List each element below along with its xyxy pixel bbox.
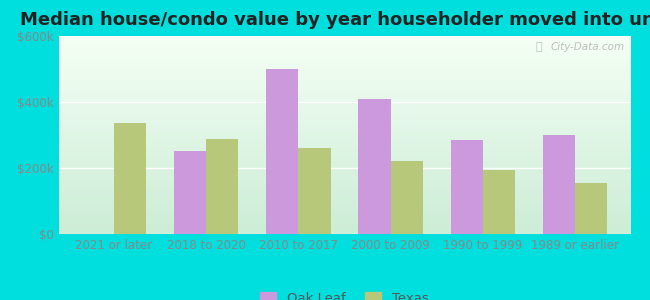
Bar — [483, 170, 515, 234]
Bar — [174, 151, 206, 234]
Title: Median house/condo value by year householder moved into unit: Median house/condo value by year househo… — [20, 11, 650, 29]
Legend: Oak Leaf, Texas: Oak Leaf, Texas — [255, 287, 434, 300]
Bar — [575, 183, 608, 234]
Bar — [450, 140, 483, 234]
Bar — [391, 161, 423, 234]
Text: ⓘ: ⓘ — [535, 42, 542, 52]
Bar — [114, 124, 146, 234]
Bar — [298, 148, 331, 234]
Bar — [358, 99, 391, 234]
Bar — [266, 69, 298, 234]
Bar — [206, 139, 239, 234]
Bar — [543, 135, 575, 234]
Text: City-Data.com: City-Data.com — [551, 42, 625, 52]
